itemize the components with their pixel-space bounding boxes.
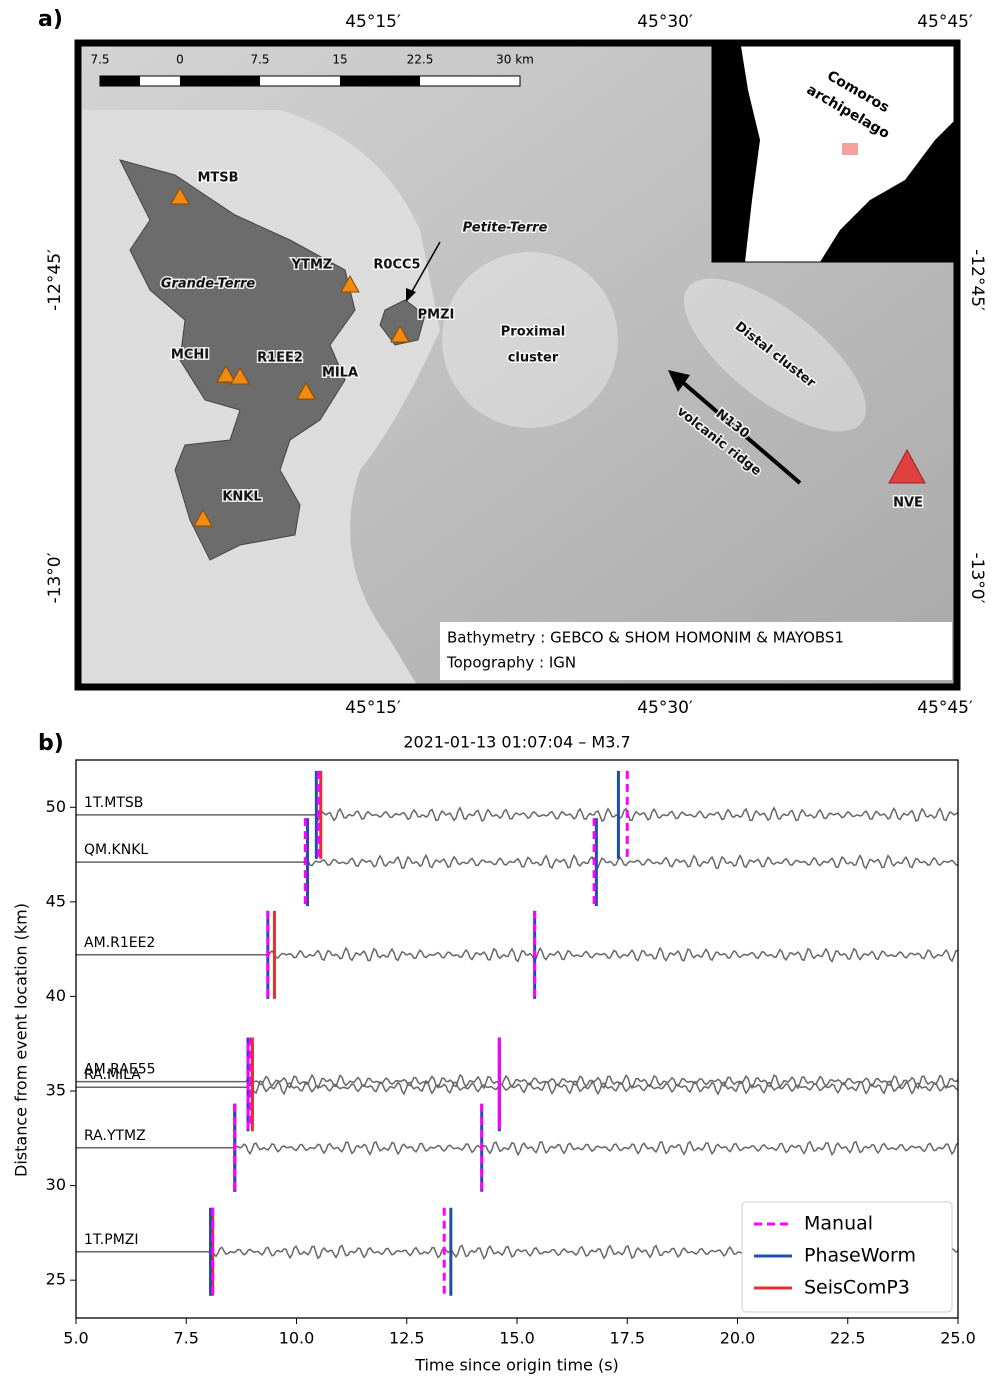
scale-label: 0 (176, 53, 184, 67)
station-label: R1EE2 (257, 351, 303, 366)
lat-tick-label: -12°45′ (967, 249, 987, 311)
x-tick-label: 22.5 (830, 1329, 866, 1348)
seismogram (76, 1081, 958, 1094)
station-label: RA.YTMZ (84, 1128, 146, 1144)
inset-label: Madagascar (834, 240, 929, 256)
seismogram (76, 808, 958, 821)
legend-label: Manual (804, 1213, 873, 1235)
seismogram (76, 855, 958, 868)
scale-label: 7.5 (250, 53, 269, 67)
station-label: MILA (322, 366, 358, 381)
inset: Africa Madagascar Comoros archipelago (712, 40, 955, 262)
panel-label: b) (38, 731, 64, 756)
panel-label: a) (38, 7, 63, 32)
station-label: AM.R1EE2 (84, 935, 155, 951)
seismogram (76, 948, 958, 961)
place-label: cluster (508, 351, 559, 366)
inset-label: Africa (727, 132, 743, 178)
station-label: MTSB (197, 171, 238, 186)
x-tick-label: 25.0 (940, 1329, 976, 1348)
x-tick-label: 17.5 (609, 1329, 645, 1348)
x-tick-label: 20.0 (720, 1329, 756, 1348)
seismogram (76, 1142, 958, 1155)
x-tick-label: 7.5 (174, 1329, 199, 1348)
y-axis-label: Distance from event location (km) (12, 903, 31, 1177)
station-label: QM.KNKL (84, 842, 148, 858)
lon-tick-label: 45°30′ (637, 698, 693, 718)
place-label: Petite-Terre (463, 221, 548, 236)
map-panel: a) MTSB YTMZ R0CC5 PMZI MCHI R1EE2 MILA … (38, 7, 987, 718)
legend-label: PhaseWorm (804, 1245, 916, 1267)
legend-label: SeisComP3 (804, 1277, 910, 1299)
y-tick-label: 50 (46, 797, 66, 816)
proximal-cluster-area (442, 252, 618, 428)
lon-tick-label: 45°15′ (345, 698, 401, 718)
scale-bar-block (180, 76, 260, 86)
station-label: YTMZ (291, 258, 333, 273)
station-label: NVE (893, 496, 923, 511)
legend: Manual PhaseWorm SeisComP3 (742, 1202, 952, 1312)
x-axis-label: Time since origin time (s) (414, 1356, 619, 1375)
scale-bar-block (340, 76, 420, 86)
figure: a) MTSB YTMZ R0CC5 PMZI MCHI R1EE2 MILA … (0, 0, 994, 1387)
lon-tick-label: 45°45′ (917, 698, 973, 718)
y-tick-label: 30 (46, 1175, 66, 1194)
credits: Bathymetry : GEBCO & SHOM HOMONIM & MAYO… (447, 629, 844, 647)
y-tick-label: 40 (46, 986, 66, 1005)
station-label: RA.MILA (84, 1067, 141, 1083)
lon-tick-label: 45°30′ (637, 12, 693, 32)
x-tick-label: 15.0 (499, 1329, 535, 1348)
y-tick-label: 25 (46, 1270, 66, 1289)
y-tick-label: 35 (46, 1081, 66, 1100)
x-tick-label: 12.5 (389, 1329, 425, 1348)
lon-tick-label: 45°15′ (345, 12, 401, 32)
station-label: R0CC5 (373, 258, 420, 273)
scale-bar-frame (100, 76, 520, 86)
scale-label: 22.5 (407, 53, 434, 67)
lat-tick-label: -13°0′ (967, 553, 987, 604)
station-label: 1T.PMZI (84, 1232, 139, 1248)
scale-bar-block (100, 76, 140, 86)
chart-title: 2021-01-13 01:07:04 – M3.7 (403, 733, 630, 752)
x-tick-label: 10.0 (279, 1329, 315, 1348)
credits: Topography : IGN (446, 654, 576, 672)
lon-tick-label: 45°45′ (917, 12, 973, 32)
place-label: Proximal (501, 325, 566, 340)
place-label: Grande-Terre (161, 277, 256, 292)
scale-label: 30 km (496, 53, 534, 67)
station-label: 1T.MTSB (84, 795, 143, 811)
station-label: PMZI (418, 308, 455, 323)
scale-label: 15 (332, 53, 347, 67)
lat-tick-label: -12°45′ (45, 249, 65, 311)
inset-study-area (842, 143, 858, 155)
lat-tick-label: -13°0′ (45, 552, 65, 603)
y-tick-label: 45 (46, 891, 66, 910)
station-label: MCHI (171, 348, 209, 363)
scale-label: 7.5 (90, 53, 109, 67)
station-label: KNKL (222, 490, 261, 505)
x-tick-label: 5.0 (63, 1329, 88, 1348)
